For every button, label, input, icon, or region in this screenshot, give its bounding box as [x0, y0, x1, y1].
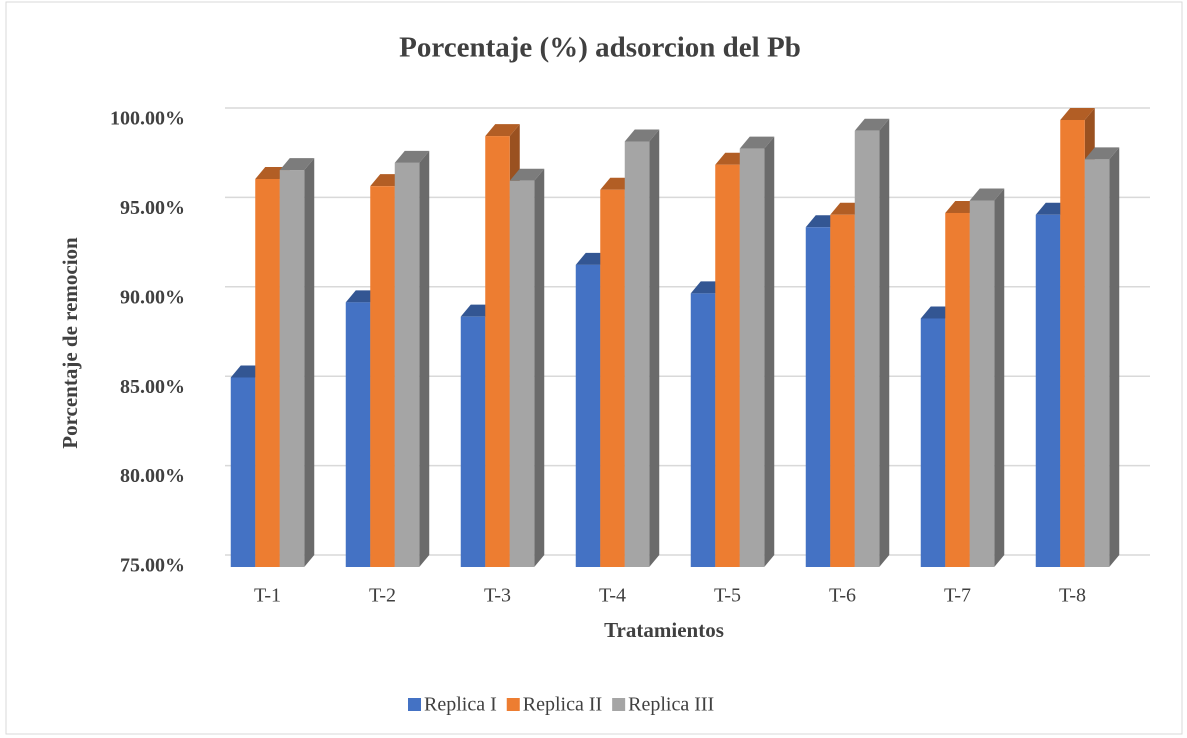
y-tick-label: 85.00% — [120, 376, 185, 398]
legend-label: Replica III — [628, 694, 714, 716]
bar-front — [690, 293, 716, 567]
bar-side — [534, 168, 545, 568]
bar — [739, 136, 775, 567]
bar-side — [649, 129, 660, 567]
bar-top — [509, 168, 545, 181]
bar — [1084, 147, 1120, 567]
bar-front — [969, 200, 995, 567]
bar — [394, 150, 430, 568]
y-tick-label: 90.00% — [120, 286, 185, 308]
bar-front — [600, 189, 625, 567]
legend-swatch — [408, 698, 421, 711]
bar — [969, 188, 1005, 567]
bar-top — [1060, 108, 1095, 120]
x-tick-label: T-3 — [484, 585, 511, 607]
bar-front — [854, 130, 880, 567]
x-tick-label: T-4 — [599, 585, 626, 607]
bar-front — [230, 377, 256, 567]
bar-front — [345, 302, 371, 567]
legend-swatch — [612, 698, 626, 711]
bar — [624, 129, 660, 567]
x-tick-label: T-2 — [369, 585, 396, 607]
bar-side — [994, 188, 1005, 567]
bar-top — [485, 124, 520, 137]
bar-top — [854, 118, 890, 131]
bar-front — [715, 164, 740, 567]
y-axis-label: Porcentaje de remocion — [58, 237, 82, 449]
bar-front — [805, 227, 831, 567]
y-tick-label: 95.00% — [120, 197, 185, 219]
bar-side — [1109, 147, 1120, 567]
bar-front — [1060, 120, 1085, 567]
y-tick-label: 80.00% — [120, 465, 185, 487]
bar-front — [485, 136, 510, 568]
y-tick-label: 100.00% — [110, 108, 185, 130]
legend-swatch — [506, 698, 520, 711]
bar — [279, 158, 315, 567]
bar-side — [304, 158, 315, 567]
legend-label: Replica I — [424, 694, 497, 716]
x-tick-label: T-1 — [254, 585, 281, 607]
bar-side — [879, 118, 890, 567]
x-tick-label: T-7 — [944, 585, 971, 607]
bar-front — [460, 316, 486, 567]
bar-top — [279, 158, 315, 171]
bar-front — [1035, 214, 1061, 568]
x-axis-label: Tratamientos — [604, 618, 724, 642]
bar-front — [575, 264, 601, 567]
bar-front — [920, 318, 946, 567]
bar — [509, 168, 545, 568]
bar-top — [1084, 147, 1120, 160]
chart-title: Porcentaje (%) adsorcion del Pb — [399, 32, 801, 64]
x-tick-label: T-8 — [1059, 585, 1086, 607]
bar-front — [624, 141, 650, 567]
bar-top — [739, 136, 775, 149]
x-tick-label: T-5 — [714, 585, 741, 607]
bar-front — [945, 212, 970, 567]
bar-front — [739, 148, 765, 567]
legend-label: Replica II — [523, 694, 602, 716]
bar-front — [370, 186, 395, 567]
bar-front — [279, 170, 305, 567]
bar-side — [419, 150, 430, 568]
bar-front — [509, 180, 535, 568]
bar-front — [394, 162, 420, 568]
bar-front — [830, 214, 855, 568]
bar-side — [764, 136, 775, 567]
bar-front — [1084, 159, 1110, 567]
bar — [854, 118, 890, 567]
bar-top — [624, 129, 660, 142]
bar-front — [255, 179, 280, 567]
bar-top — [969, 188, 1005, 201]
x-tick-label: T-6 — [829, 585, 856, 607]
y-tick-label: 75.00% — [120, 555, 185, 577]
bar-top — [394, 150, 430, 163]
